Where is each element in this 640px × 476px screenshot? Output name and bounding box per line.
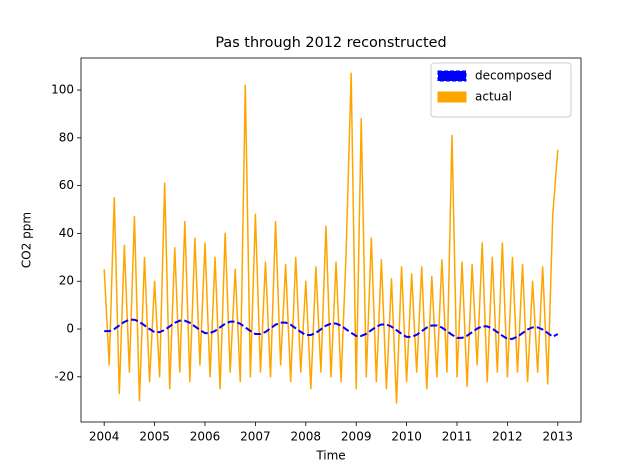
x-tick-label: 2012 <box>492 430 523 444</box>
legend-swatch <box>437 70 467 82</box>
y-tick-label: 0 <box>66 322 74 336</box>
x-tick-label: 2007 <box>240 430 271 444</box>
y-tick-label: 40 <box>59 226 74 240</box>
legend-swatch <box>437 91 467 103</box>
y-tick-label: 60 <box>59 178 74 192</box>
x-tick-label: 2010 <box>391 430 422 444</box>
y-tick-label: 80 <box>59 130 74 144</box>
x-tick-label: 2008 <box>291 430 322 444</box>
y-tick-label: 100 <box>51 83 74 97</box>
chart-title: Pas through 2012 reconstructed <box>215 35 446 51</box>
x-tick-label: 2006 <box>190 430 221 444</box>
x-tick-label: 2009 <box>341 430 372 444</box>
legend-label: decomposed <box>475 69 552 83</box>
series-line <box>104 318 559 340</box>
series-line <box>103 72 559 404</box>
x-axis-label: Time <box>315 449 345 463</box>
x-tick-label: 2005 <box>139 430 170 444</box>
legend-label: actual <box>475 90 512 104</box>
y-tick-label: -20 <box>54 369 74 383</box>
y-axis-label: CO2 ppm <box>20 212 34 268</box>
y-tick-label: 20 <box>59 274 74 288</box>
x-tick-label: 2011 <box>442 430 473 444</box>
x-tick-label: 2013 <box>543 430 574 444</box>
x-tick-label: 2004 <box>89 430 120 444</box>
plot-frame <box>80 57 582 423</box>
